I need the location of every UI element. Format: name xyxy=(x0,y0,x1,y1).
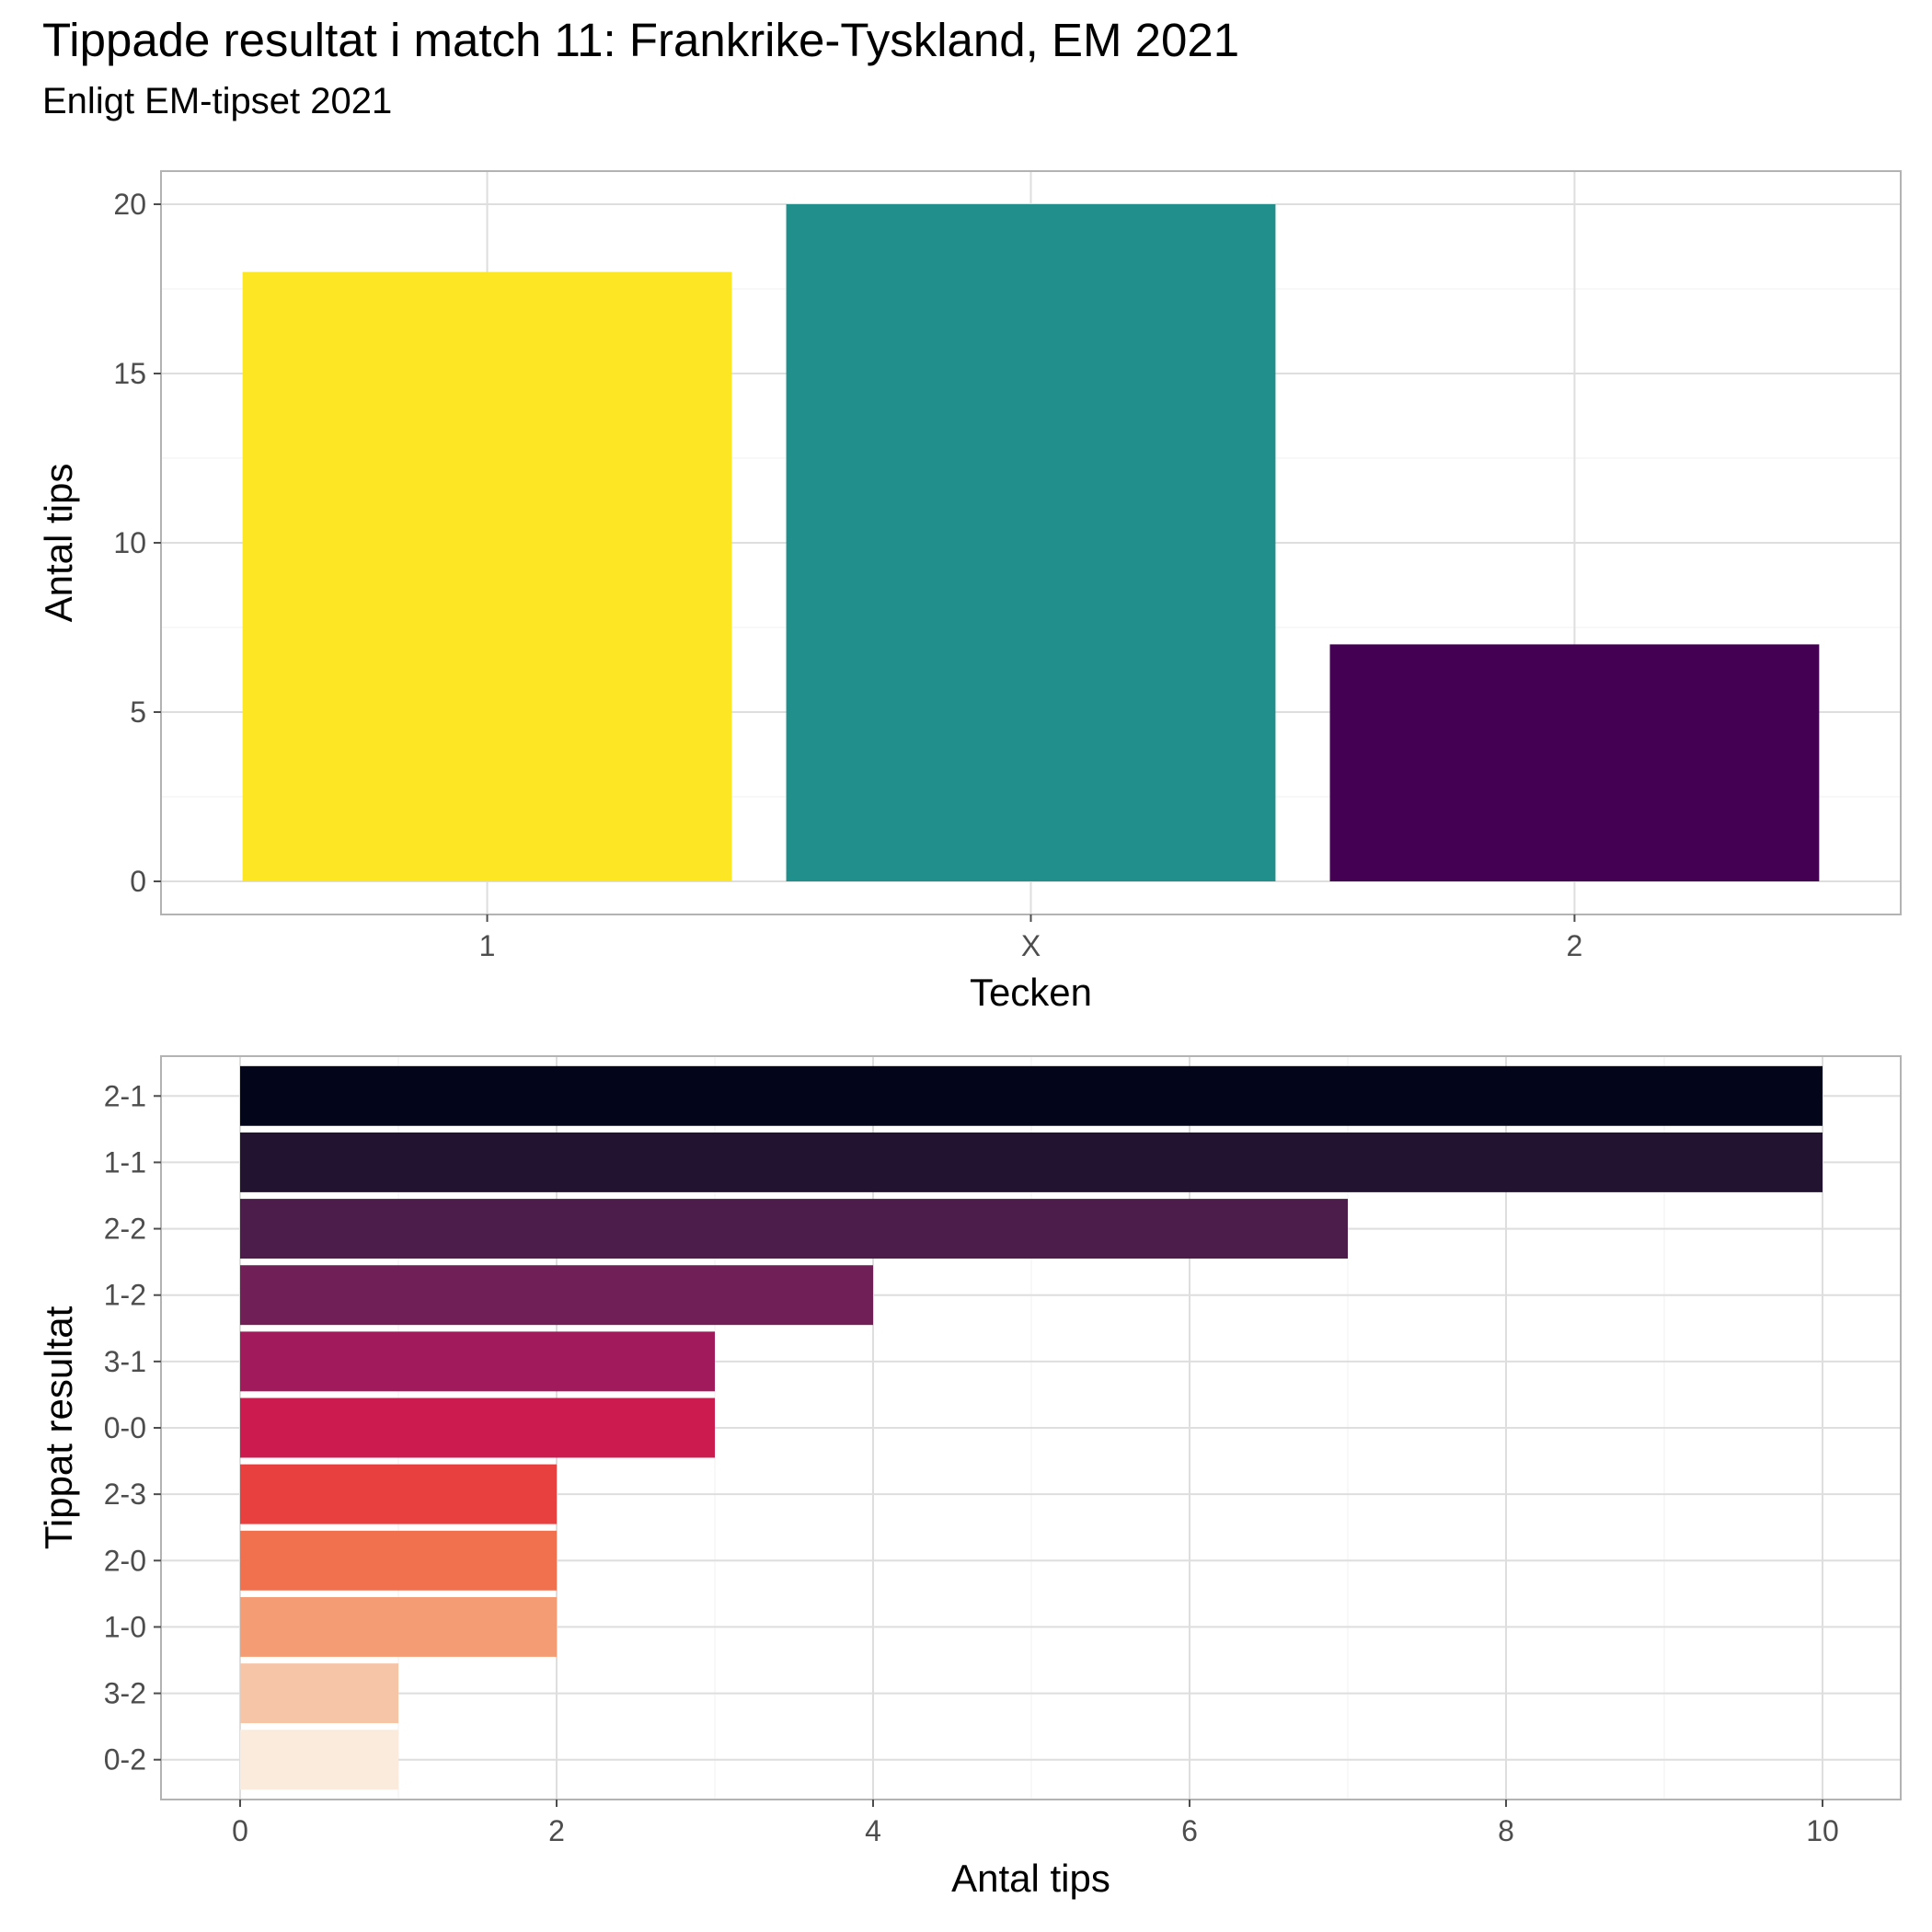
y-tick-label: 10 xyxy=(113,526,146,559)
x-axis-title: Antal tips xyxy=(951,1857,1110,1900)
bar-2 xyxy=(1329,644,1820,881)
x-tick-label: 2 xyxy=(548,1814,565,1847)
bar-X xyxy=(786,204,1276,881)
bar-3-1 xyxy=(240,1331,715,1392)
bar-1-1 xyxy=(240,1132,1823,1192)
y-tick-label: 2-1 xyxy=(104,1079,146,1112)
bar-1 xyxy=(242,271,732,882)
bar-1-2 xyxy=(240,1265,873,1326)
x-tick-label: 2 xyxy=(1567,929,1583,962)
x-axis-title: Tecken xyxy=(970,971,1092,1014)
y-tick-label: 0 xyxy=(130,865,146,898)
bar-3-2 xyxy=(240,1663,398,1724)
y-tick-label: 5 xyxy=(130,696,146,729)
bar-2-3 xyxy=(240,1464,557,1524)
bar-2-0 xyxy=(240,1530,557,1591)
bar-0-2 xyxy=(240,1730,398,1790)
y-tick-label: 1-2 xyxy=(104,1279,146,1312)
y-tick-label: 3-2 xyxy=(104,1677,146,1710)
y-axis-title: Tippat resultat xyxy=(37,1305,80,1549)
y-tick-label: 0-2 xyxy=(104,1743,146,1777)
bar-2-1 xyxy=(240,1065,1823,1126)
y-tick-label: 1-0 xyxy=(104,1610,146,1643)
x-tick-label: X xyxy=(1021,929,1041,962)
y-tick-label: 15 xyxy=(113,357,146,390)
y-axis-title: Antal tips xyxy=(37,464,80,623)
y-tick-label: 2-0 xyxy=(104,1544,146,1577)
y-tick-label: 0-0 xyxy=(104,1411,146,1444)
chart-subtitle: Enligt EM-tipset 2021 xyxy=(42,81,393,121)
x-tick-label: 8 xyxy=(1498,1814,1514,1847)
bar-0-0 xyxy=(240,1397,715,1458)
bar-2-2 xyxy=(240,1199,1348,1259)
y-tick-label: 1-1 xyxy=(104,1145,146,1179)
x-tick-label: 1 xyxy=(479,929,496,962)
x-tick-label: 4 xyxy=(865,1814,881,1847)
x-tick-label: 0 xyxy=(232,1814,248,1847)
y-tick-label: 2-2 xyxy=(104,1213,146,1246)
bar-1-0 xyxy=(240,1596,557,1657)
x-tick-label: 10 xyxy=(1806,1814,1839,1847)
y-tick-label: 20 xyxy=(113,188,146,221)
y-tick-label: 3-1 xyxy=(104,1345,146,1378)
x-tick-label: 6 xyxy=(1181,1814,1198,1847)
chart-title: Tippade resultat i match 11: Frankrike-T… xyxy=(42,14,1240,66)
y-tick-label: 2-3 xyxy=(104,1478,146,1511)
